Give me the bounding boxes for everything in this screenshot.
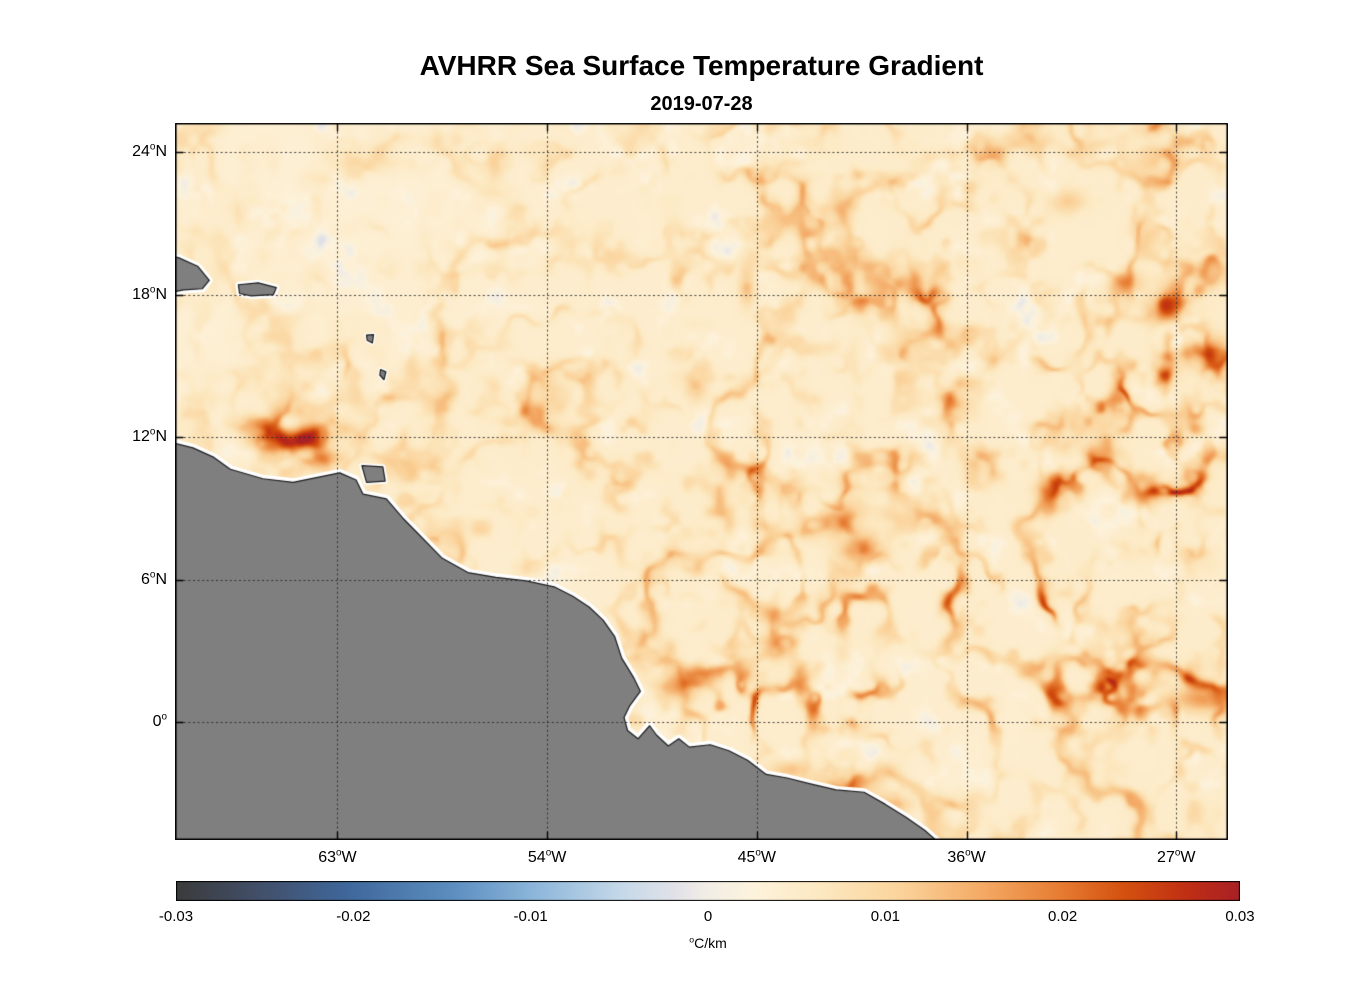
sst-gradient-map-canvas bbox=[175, 123, 1228, 840]
y-tick-label: 12oN bbox=[132, 426, 167, 446]
x-tick-label: 36oW bbox=[947, 847, 986, 866]
colorbar-tick-label: 0.02 bbox=[1048, 908, 1078, 925]
x-tick-label: 45oW bbox=[737, 847, 777, 866]
map-plot: 24oN 18oN 12oN 6oN 0o 63oW 54oW 45oW 36oW 27oW bbox=[132, 123, 1228, 866]
x-tick-label: 63oW bbox=[318, 847, 357, 866]
colorbar-tick-label: 0.03 bbox=[1225, 908, 1255, 925]
y-tick-label: 18oN bbox=[132, 284, 167, 303]
chart-subtitle: 2019-07-28 bbox=[650, 93, 753, 115]
colorbar-gradient-canvas bbox=[176, 881, 1240, 901]
colorbar: -0.03 -0.02 -0.01 0 0.01 0.02 0.03 oC/km bbox=[159, 881, 1255, 976]
y-tick-label: 0o bbox=[152, 711, 167, 731]
colorbar-tick-label: 0.01 bbox=[870, 908, 900, 925]
colorbar-tick-label: -0.01 bbox=[513, 908, 548, 925]
y-tick-label: 6oN bbox=[141, 569, 167, 588]
x-tick-label: 54oW bbox=[527, 847, 567, 866]
colorbar-unit-label: oC/km bbox=[689, 934, 727, 951]
colorbar-tick-label: 0 bbox=[703, 908, 713, 925]
chart-title: AVHRR Sea Surface Temperature Gradient bbox=[419, 50, 984, 81]
colorbar-tick-label: -0.03 bbox=[158, 908, 194, 925]
y-tick-label: 24oN bbox=[132, 141, 167, 161]
colorbar-tick-label: -0.02 bbox=[336, 908, 371, 925]
x-tick-label: 27oW bbox=[1157, 847, 1196, 866]
